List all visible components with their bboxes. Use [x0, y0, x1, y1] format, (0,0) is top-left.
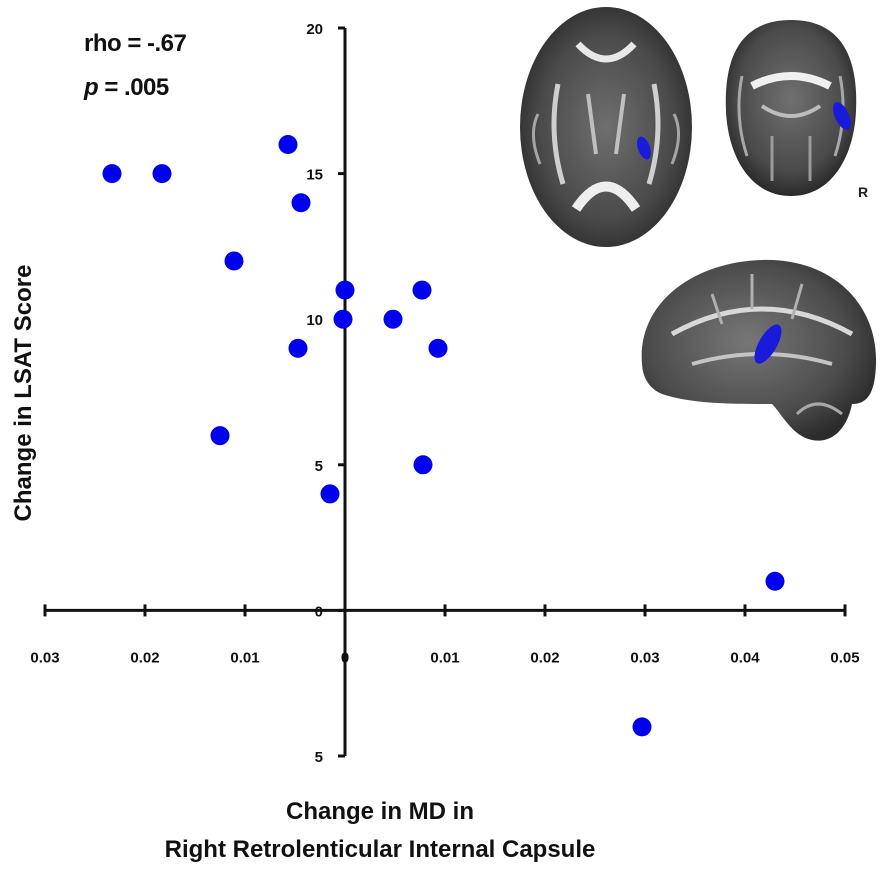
- x-tick-label: 0.02: [530, 649, 559, 666]
- highlight-region-axial: [637, 136, 651, 160]
- highlight-region-coronal: [833, 102, 851, 130]
- y-tick-label: 0: [315, 603, 323, 620]
- y-tick-label: 20: [306, 21, 323, 38]
- data-point: [210, 426, 230, 446]
- data-point: [288, 338, 308, 358]
- data-point: [383, 309, 403, 329]
- data-point: [412, 280, 432, 300]
- brain-coronal-view: [725, 20, 857, 196]
- data-point: [413, 455, 433, 475]
- x-tick-label: 0.05: [830, 649, 859, 666]
- data-point: [102, 164, 122, 184]
- data-point: [335, 280, 355, 300]
- brain-sagittal-view: [641, 259, 877, 441]
- y-tick-label: 5: [315, 458, 323, 475]
- p-value-statistic: p = .005: [84, 74, 169, 102]
- x-axis-label-line1: Change in MD in: [286, 798, 474, 825]
- data-point: [632, 717, 652, 737]
- data-point: [765, 571, 785, 591]
- p-value-text: = .005: [98, 74, 169, 101]
- y-axis-label-text: Change in LSAT Score: [10, 264, 37, 522]
- orientation-label: R: [858, 184, 869, 200]
- rho-statistic: rho = -.67: [84, 30, 187, 57]
- p-symbol: p: [84, 74, 99, 101]
- data-point: [224, 251, 244, 271]
- y-axis-ticks: 5 0 5 10 15 20: [306, 21, 345, 766]
- y-tick-label: 5: [315, 749, 323, 766]
- data-point: [291, 193, 311, 213]
- data-points: [102, 134, 785, 737]
- highlight-region-sagittal: [754, 324, 782, 364]
- data-point: [428, 338, 448, 358]
- y-tick-label: 15: [306, 167, 323, 184]
- data-point: [152, 164, 172, 184]
- x-tick-label: 0.02: [130, 649, 159, 666]
- x-tick-label: 0.01: [430, 649, 459, 666]
- y-tick-label: 10: [306, 312, 323, 329]
- data-point: [333, 309, 353, 329]
- x-axis-ticks: 0.03 0.02 0.01 0 0.01 0.02 0.03 0.04 0.05: [30, 604, 860, 666]
- x-tick-label: 0.03: [630, 649, 659, 666]
- x-tick-label: 0.03: [30, 649, 59, 666]
- data-point: [278, 134, 298, 154]
- x-axis-label-line2: Right Retrolenticular Internal Capsule: [164, 836, 596, 863]
- brain-axial-view: [520, 7, 692, 247]
- x-tick-label: 0: [341, 649, 349, 666]
- x-tick-label: 0.04: [730, 649, 760, 666]
- data-point: [320, 484, 340, 504]
- x-tick-label: 0.01: [230, 649, 259, 666]
